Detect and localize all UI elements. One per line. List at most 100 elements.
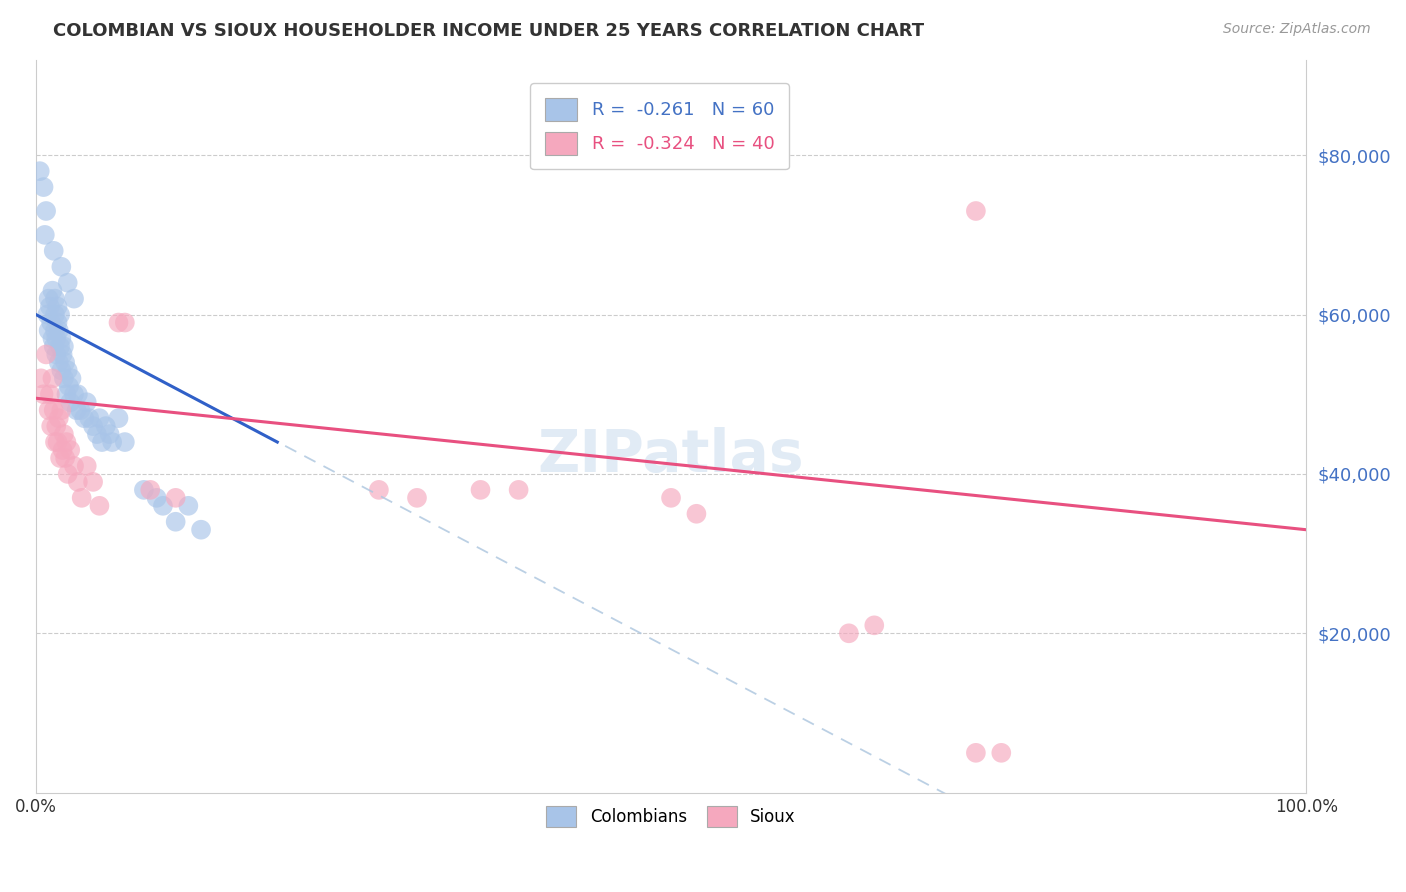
Point	[76, 395, 98, 409]
Point	[51, 363, 73, 377]
Point	[45, 419, 67, 434]
Point	[52, 443, 75, 458]
Point	[44, 292, 66, 306]
Point	[145, 491, 167, 505]
Point	[52, 339, 75, 353]
Point	[685, 507, 707, 521]
Point	[367, 483, 389, 497]
Point	[49, 308, 72, 322]
Point	[82, 475, 104, 489]
Point	[39, 419, 62, 434]
Point	[56, 276, 79, 290]
Point	[132, 483, 155, 497]
Point	[63, 292, 86, 306]
Point	[41, 284, 63, 298]
Point	[152, 499, 174, 513]
Point	[42, 403, 65, 417]
Point	[508, 483, 530, 497]
Point	[52, 371, 75, 385]
Point	[45, 347, 67, 361]
Point	[38, 387, 60, 401]
Point	[94, 419, 117, 434]
Point	[990, 746, 1012, 760]
Point	[53, 355, 76, 369]
Point	[46, 300, 69, 314]
Point	[49, 450, 72, 465]
Point	[98, 427, 121, 442]
Legend: Colombians, Sioux: Colombians, Sioux	[538, 797, 804, 836]
Text: Source: ZipAtlas.com: Source: ZipAtlas.com	[1223, 22, 1371, 37]
Point	[52, 347, 75, 361]
Point	[965, 746, 987, 760]
Point	[79, 411, 101, 425]
Point	[38, 403, 60, 417]
Point	[89, 411, 111, 425]
Point	[44, 308, 66, 322]
Point	[190, 523, 212, 537]
Point	[49, 339, 72, 353]
Point	[470, 483, 492, 497]
Point	[51, 260, 73, 274]
Point	[39, 316, 62, 330]
Point	[51, 403, 73, 417]
Point	[59, 443, 82, 458]
Text: COLOMBIAN VS SIOUX HOUSEHOLDER INCOME UNDER 25 YEARS CORRELATION CHART: COLOMBIAN VS SIOUX HOUSEHOLDER INCOME UN…	[53, 22, 925, 40]
Point	[45, 331, 67, 345]
Point	[65, 403, 87, 417]
Point	[32, 180, 55, 194]
Point	[44, 324, 66, 338]
Point	[76, 458, 98, 473]
Point	[56, 363, 79, 377]
Point	[838, 626, 860, 640]
Point	[82, 419, 104, 434]
Point	[165, 491, 187, 505]
Point	[59, 395, 82, 409]
Point	[53, 450, 76, 465]
Point	[42, 244, 65, 258]
Point	[42, 339, 65, 353]
Point	[48, 324, 70, 338]
Point	[44, 435, 66, 450]
Point	[86, 427, 108, 442]
Point	[41, 371, 63, 385]
Point	[37, 308, 59, 322]
Point	[30, 371, 52, 385]
Point	[32, 387, 55, 401]
Point	[52, 427, 75, 442]
Point	[101, 435, 124, 450]
Point	[63, 458, 86, 473]
Point	[38, 292, 60, 306]
Point	[56, 467, 79, 481]
Text: ZIPatlas: ZIPatlas	[537, 427, 804, 484]
Point	[659, 491, 682, 505]
Point	[55, 435, 77, 450]
Point	[114, 316, 136, 330]
Point	[69, 403, 91, 417]
Point	[35, 204, 58, 219]
Point	[48, 355, 70, 369]
Point	[107, 411, 129, 425]
Point	[70, 491, 93, 505]
Point	[60, 371, 83, 385]
Point	[89, 499, 111, 513]
Point	[177, 499, 200, 513]
Point	[965, 204, 987, 219]
Point	[51, 331, 73, 345]
Point	[48, 411, 70, 425]
Point	[863, 618, 886, 632]
Point	[58, 379, 80, 393]
Point	[28, 164, 51, 178]
Point	[107, 316, 129, 330]
Point	[63, 387, 86, 401]
Point	[91, 435, 114, 450]
Point	[406, 491, 429, 505]
Point	[139, 483, 162, 497]
Point	[46, 435, 69, 450]
Point	[55, 387, 77, 401]
Point	[46, 316, 69, 330]
Point	[38, 324, 60, 338]
Point	[35, 347, 58, 361]
Point	[66, 475, 89, 489]
Point	[41, 331, 63, 345]
Point	[66, 387, 89, 401]
